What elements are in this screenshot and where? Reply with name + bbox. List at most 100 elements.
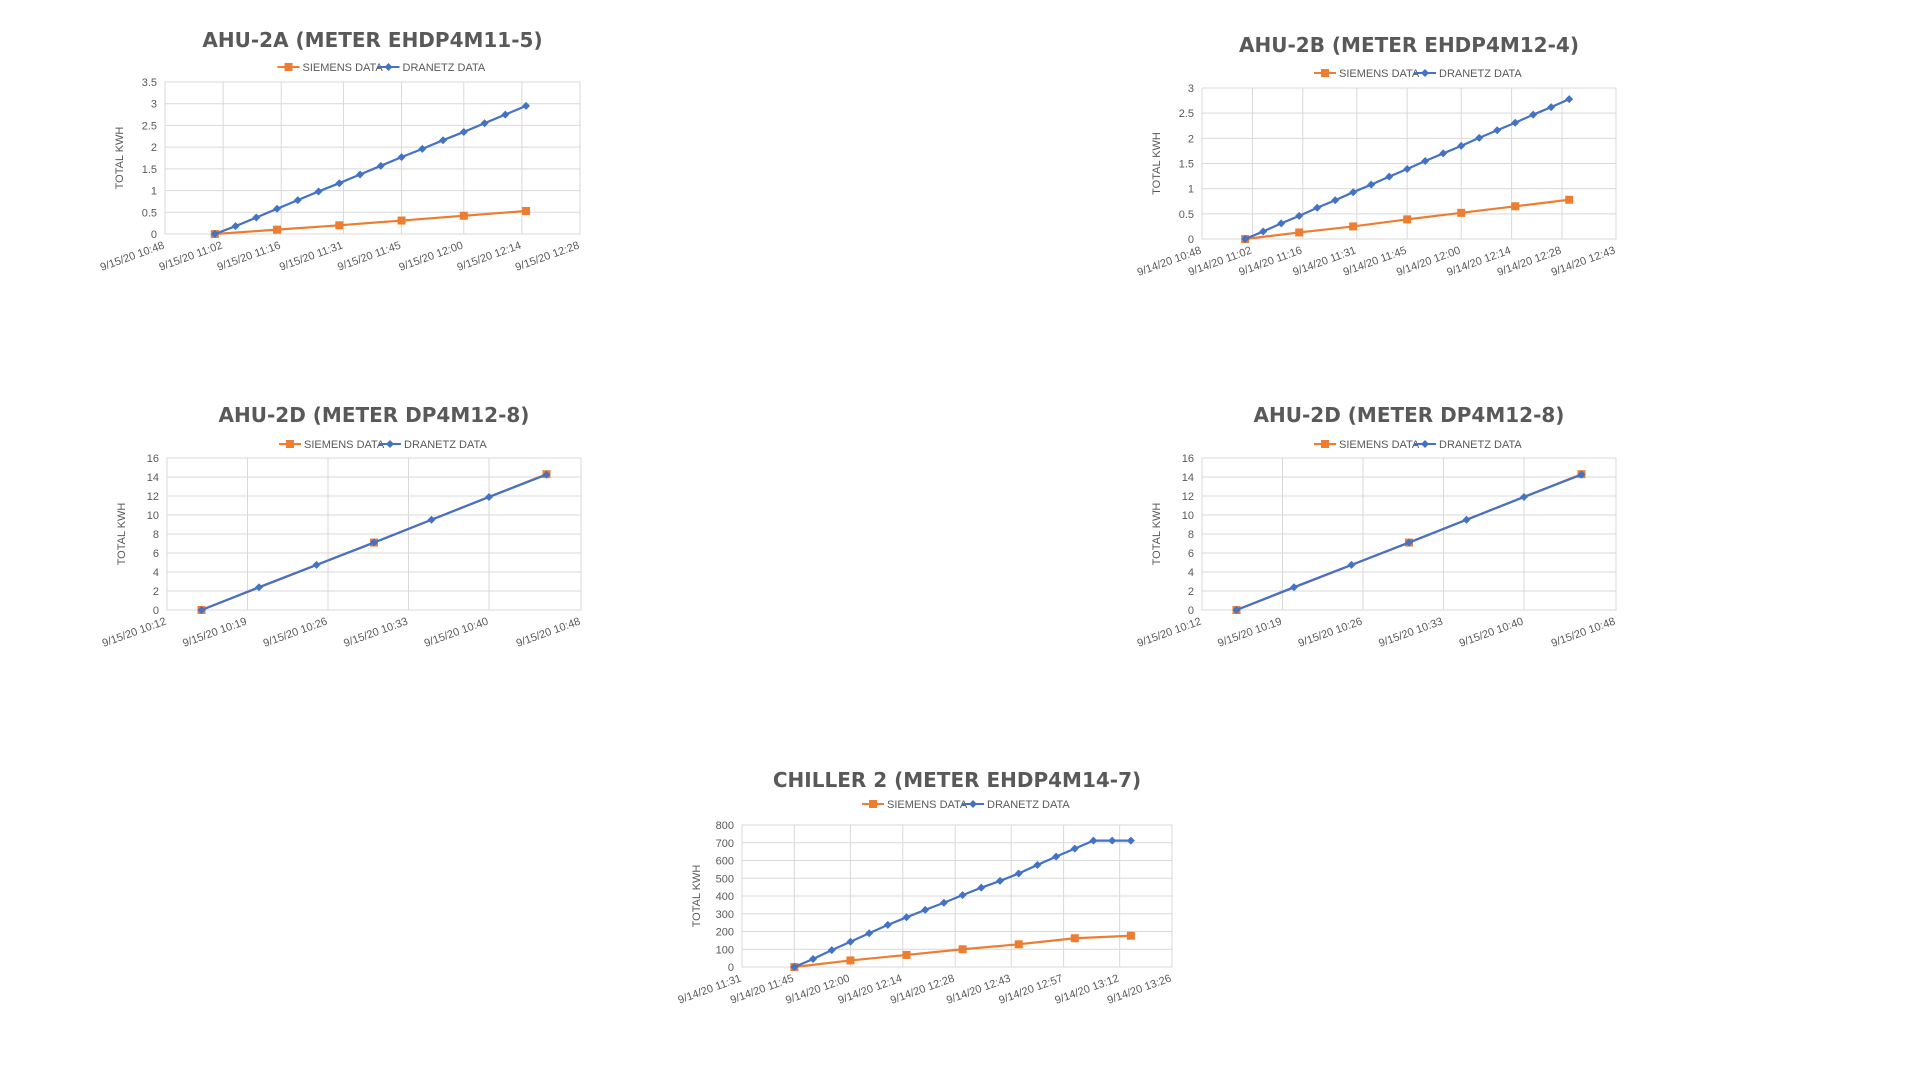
data-point	[939, 898, 948, 907]
y-tick-label: 700	[716, 838, 734, 850]
x-tick-label: 9/15/20 10:48	[515, 616, 582, 650]
legend-label: DRANETZ DATA	[1439, 439, 1522, 451]
y-axis-label: TOTAL KWH	[116, 503, 128, 566]
data-point	[312, 560, 321, 569]
plot-area	[1201, 457, 1617, 611]
y-tick-label: 12	[147, 491, 159, 503]
data-point	[1259, 227, 1268, 236]
data-point	[1529, 110, 1538, 119]
data-point	[1126, 836, 1135, 845]
y-tick-label: 1	[151, 186, 157, 198]
data-point	[1290, 583, 1298, 592]
legend-item: SIEMENS DATA	[1314, 68, 1420, 80]
data-point	[1070, 844, 1079, 853]
x-tick-label: 9/15/20 11:02	[158, 240, 225, 274]
y-tick-label: 10	[1182, 510, 1194, 522]
data-point	[1295, 228, 1304, 237]
y-axis-label: TOTAL KWH	[1151, 132, 1163, 195]
plot-area	[741, 824, 1173, 968]
data-point	[1457, 141, 1466, 150]
legend-label: SIEMENS DATA	[1339, 68, 1420, 80]
y-tick-label: 2	[1188, 133, 1194, 145]
data-point	[397, 216, 406, 225]
data-point	[231, 222, 240, 231]
data-point	[397, 153, 406, 162]
data-point	[273, 204, 282, 213]
data-point	[1349, 222, 1358, 231]
chart-title: AHU-2D (METER DP4M12-8)	[219, 403, 530, 427]
data-point	[809, 955, 818, 964]
data-point	[1462, 515, 1471, 524]
data-point	[293, 196, 302, 205]
chart-svg: AHU-2A (METER EHDP4M11-5) SIEMENS DATA DRA…	[99, 28, 581, 274]
x-tick-label: 9/15/20 11:16	[216, 240, 283, 274]
data-point	[335, 179, 344, 188]
data-point	[1421, 156, 1430, 165]
data-point	[197, 606, 206, 614]
data-point	[1577, 470, 1586, 479]
data-point	[501, 110, 510, 119]
series-dranetz-data	[210, 101, 531, 238]
data-point	[480, 119, 489, 128]
y-tick-label: 0.5	[1179, 209, 1194, 221]
legend-item: SIEMENS DATA	[1314, 439, 1420, 451]
data-point	[902, 913, 911, 922]
data-point	[1347, 560, 1356, 569]
data-point	[522, 206, 531, 215]
data-point	[977, 883, 986, 892]
x-tick-label: 9/15/20 10:26	[262, 616, 329, 650]
x-tick-label: 9/15/20 10:33	[1377, 616, 1444, 650]
chart-svg: AHU-2B (METER EHDP4M12-4) SIEMENS DATA DRA…	[1136, 33, 1617, 279]
legend-label: SIEMENS DATA	[304, 439, 385, 451]
data-point	[314, 187, 323, 196]
data-point	[827, 946, 836, 955]
y-tick-label: 4	[1188, 567, 1194, 579]
chart-ahu-2b: AHU-2B (METER EHDP4M12-4) SIEMENS DATA DRA…	[1136, 30, 1770, 370]
data-point	[1349, 188, 1358, 197]
data-point	[1520, 492, 1528, 501]
data-point	[996, 876, 1004, 885]
y-tick-label: 100	[716, 944, 734, 956]
y-tick-label: 600	[716, 856, 734, 868]
y-tick-label: 2	[151, 142, 157, 154]
x-tick-label: 9/15/20 10:19	[181, 616, 248, 650]
data-point	[1277, 219, 1286, 228]
data-point	[1403, 215, 1412, 224]
y-tick-label: 14	[1182, 472, 1194, 484]
y-tick-label: 0	[153, 605, 159, 617]
legend-item: SIEMENS DATA	[277, 62, 383, 74]
data-point	[273, 225, 282, 234]
legend-item: DRANETZ DATA	[377, 62, 486, 74]
legend-item: DRANETZ DATA	[962, 799, 1070, 811]
data-point	[485, 492, 493, 501]
y-tick-label: 12	[1182, 491, 1194, 503]
x-tick-label: 9/15/20 10:19	[1216, 616, 1283, 650]
data-point	[1439, 149, 1448, 158]
y-tick-label: 6	[1188, 548, 1194, 560]
data-point	[252, 213, 261, 222]
series-dranetz-data	[1232, 470, 1586, 614]
data-point	[846, 937, 855, 946]
x-tick-label: 9/15/20 10:12	[101, 616, 168, 650]
series-dranetz-data	[1241, 95, 1574, 243]
chart-svg: AHU-2D (METER DP4M12-8) SIEMENS DATA DRANE…	[101, 403, 582, 650]
data-point	[1457, 208, 1466, 217]
y-tick-label: 0	[1188, 234, 1194, 246]
data-point	[1313, 203, 1322, 212]
x-tick-label: 9/15/20 10:12	[1136, 616, 1203, 650]
y-axis-label: TOTAL KWH	[1151, 503, 1163, 566]
data-point	[958, 945, 967, 954]
x-tick-label: 9/15/20 10:48	[1550, 616, 1617, 650]
y-tick-label: 3	[151, 99, 157, 111]
y-tick-label: 1.5	[142, 164, 157, 176]
x-tick-label: 9/15/20 10:26	[1297, 616, 1364, 650]
data-point	[1511, 118, 1520, 127]
series-line	[214, 209, 527, 236]
data-point	[1331, 196, 1340, 205]
data-point	[1547, 103, 1556, 112]
chart-content: AHU-2D (METER DP4M12-8) SIEMENS DATA DRANE…	[1136, 403, 1617, 650]
data-point	[1511, 202, 1520, 211]
chart-title: AHU-2D (METER DP4M12-8)	[1254, 403, 1565, 427]
x-tick-label: 9/15/20 10:33	[342, 616, 409, 650]
data-point	[210, 230, 219, 238]
